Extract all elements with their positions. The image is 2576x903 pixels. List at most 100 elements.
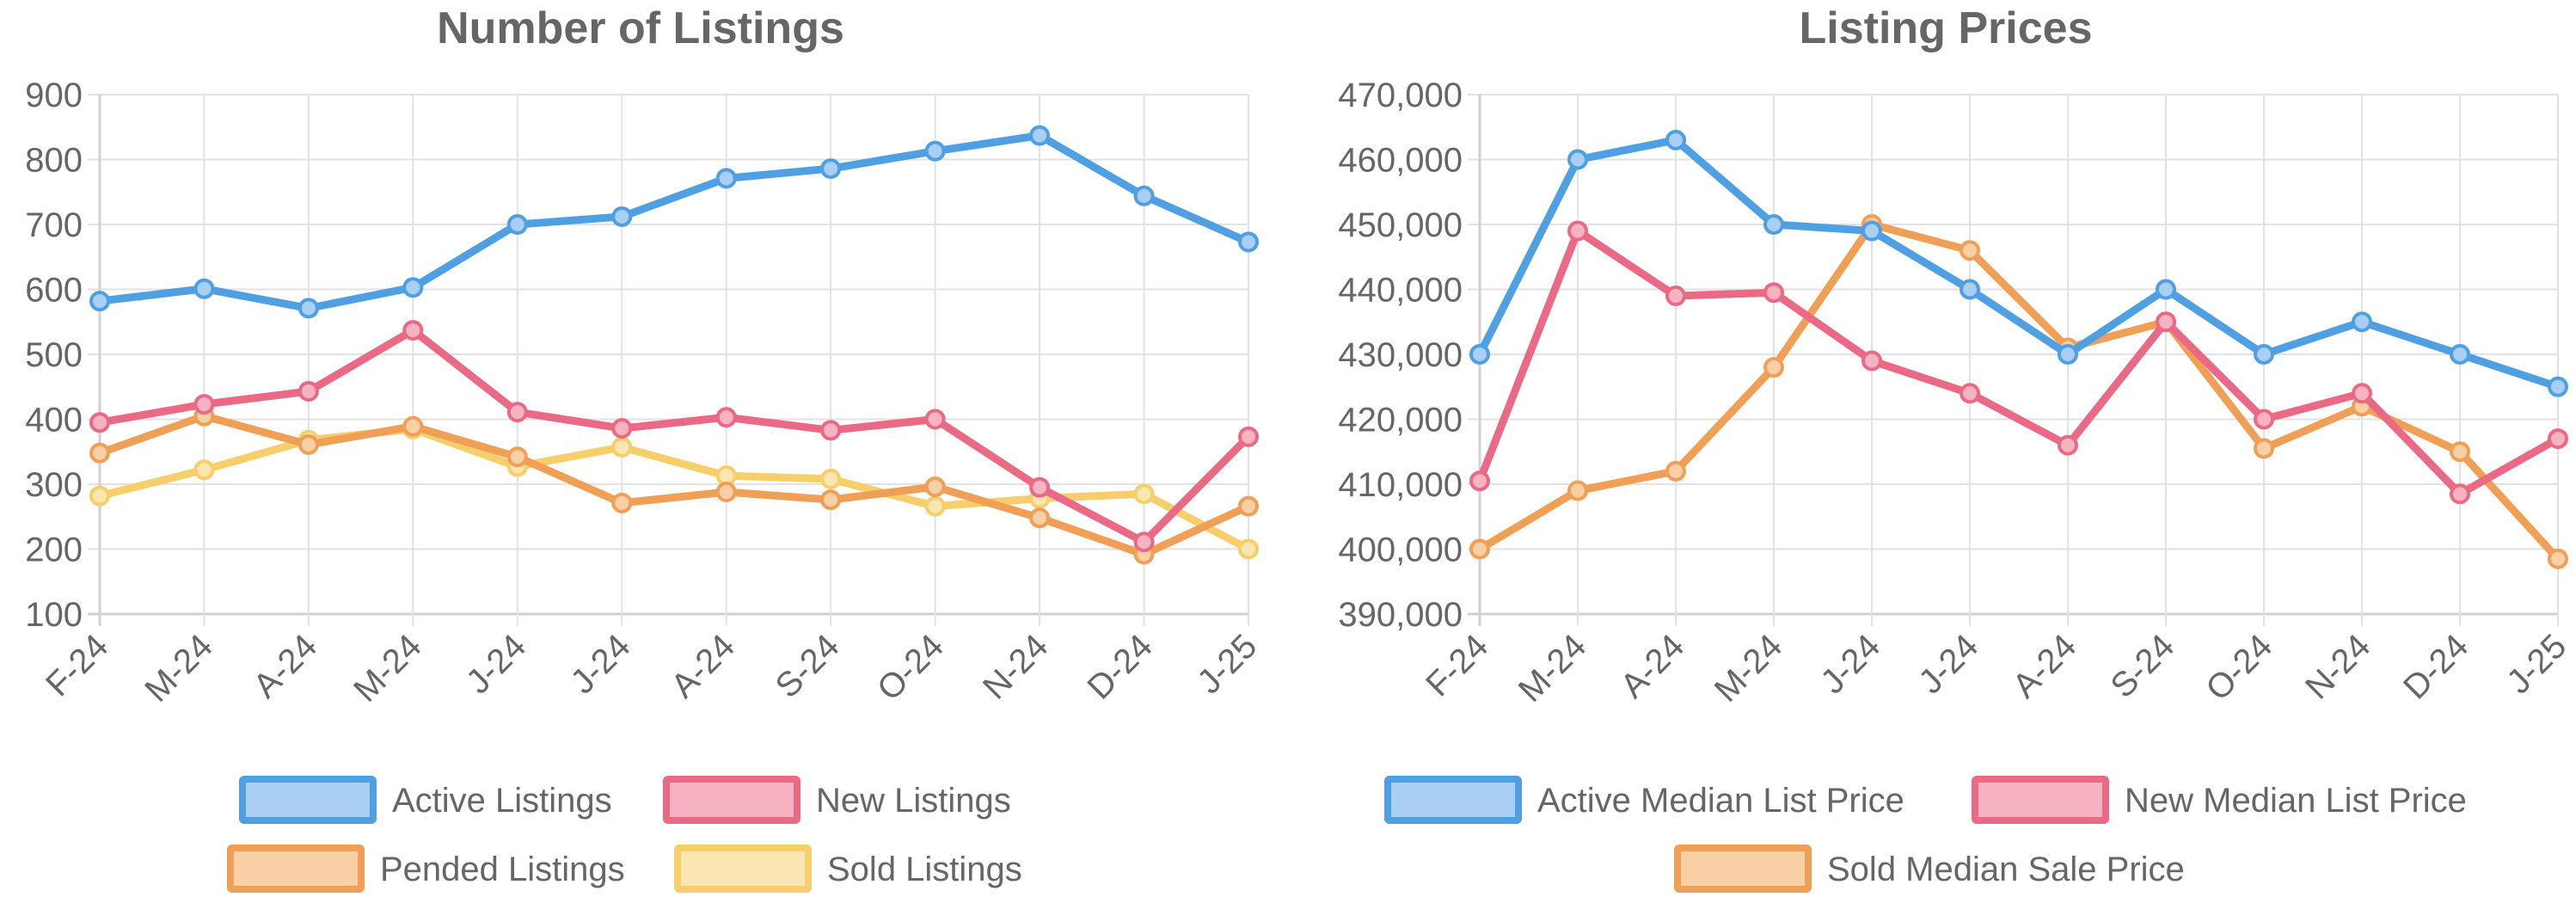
- data-point[interactable]: [297, 381, 319, 402]
- data-point[interactable]: [1763, 282, 1784, 304]
- legend-item[interactable]: Pended Listings: [227, 845, 625, 893]
- data-point[interactable]: [611, 436, 633, 458]
- data-point[interactable]: [89, 442, 110, 464]
- data-point[interactable]: [2450, 344, 2470, 365]
- data-point[interactable]: [1960, 383, 1980, 404]
- data-point[interactable]: [820, 489, 842, 511]
- data-point[interactable]: [924, 140, 946, 162]
- data-point[interactable]: [1238, 495, 1259, 517]
- data-point[interactable]: [2254, 408, 2274, 430]
- data-point[interactable]: [1861, 350, 1882, 372]
- data-point[interactable]: [1029, 125, 1051, 146]
- data-point[interactable]: [1763, 214, 1784, 235]
- data-point[interactable]: [1665, 460, 1686, 482]
- data-point[interactable]: [506, 214, 528, 235]
- data-point[interactable]: [2156, 311, 2176, 333]
- x-tick-label: J-24: [1911, 627, 1985, 701]
- data-point[interactable]: [402, 320, 424, 341]
- data-point[interactable]: [1133, 185, 1155, 206]
- data-point[interactable]: [715, 168, 737, 189]
- data-point[interactable]: [1665, 286, 1686, 307]
- data-point[interactable]: [2548, 548, 2568, 569]
- data-point[interactable]: [1861, 220, 1882, 242]
- data-point[interactable]: [193, 394, 215, 415]
- data-point[interactable]: [715, 482, 737, 503]
- data-point[interactable]: [1469, 470, 1490, 492]
- data-point[interactable]: [1029, 507, 1051, 529]
- data-point[interactable]: [2548, 428, 2568, 450]
- data-point[interactable]: [2058, 344, 2078, 365]
- data-point[interactable]: [820, 158, 842, 180]
- data-point[interactable]: [2352, 383, 2372, 404]
- data-point[interactable]: [2058, 434, 2078, 456]
- data-point[interactable]: [297, 433, 319, 455]
- x-tick-label: O-24: [2199, 627, 2279, 708]
- data-point[interactable]: [1029, 476, 1051, 498]
- data-point[interactable]: [611, 418, 633, 439]
- data-point[interactable]: [1960, 279, 1980, 300]
- x-tick-label: A-24: [664, 627, 742, 705]
- legend: Active Listings New Listings Pended Listin…: [227, 776, 1022, 893]
- x-tick-label: D-24: [2396, 627, 2475, 706]
- x-tick-label: S-24: [2104, 627, 2182, 705]
- series-0: [1469, 129, 2568, 397]
- legend-item[interactable]: Active Listings: [239, 776, 612, 824]
- legend-item[interactable]: Sold Median Sale Price: [1674, 845, 2185, 893]
- data-point[interactable]: [924, 495, 946, 517]
- data-point[interactable]: [1238, 538, 1259, 560]
- legend-label: New Median List Price: [2125, 782, 2467, 820]
- data-point[interactable]: [611, 492, 633, 513]
- data-point[interactable]: [820, 468, 842, 489]
- data-point[interactable]: [1469, 344, 1490, 365]
- listing-prices-chart: Listing Prices 390,000 400,000 410,000 420,…: [1338, 3, 2573, 893]
- x-tick-label: J-24: [1813, 627, 1887, 701]
- data-point[interactable]: [89, 291, 110, 312]
- data-point[interactable]: [2254, 344, 2274, 365]
- data-point[interactable]: [2548, 376, 2568, 397]
- data-point[interactable]: [1665, 129, 1686, 150]
- data-point[interactable]: [89, 485, 110, 507]
- data-point[interactable]: [506, 402, 528, 423]
- y-tick-label: 400,000: [1338, 531, 1463, 569]
- data-point[interactable]: [2450, 441, 2470, 463]
- x-tick-label: N-24: [976, 627, 1055, 706]
- data-point[interactable]: [1567, 149, 1588, 170]
- x-tick-label: M-24: [138, 627, 220, 710]
- data-point[interactable]: [611, 206, 633, 227]
- data-point[interactable]: [1469, 538, 1490, 560]
- data-point[interactable]: [2352, 311, 2372, 333]
- data-point[interactable]: [715, 407, 737, 428]
- data-point[interactable]: [1238, 231, 1259, 253]
- data-point[interactable]: [297, 298, 319, 319]
- legend-item[interactable]: New Listings: [663, 776, 1011, 824]
- data-point[interactable]: [1133, 483, 1155, 505]
- legend-label: Sold Listings: [827, 851, 1022, 888]
- legend-item[interactable]: Sold Listings: [674, 845, 1022, 893]
- data-point[interactable]: [193, 459, 215, 481]
- data-point[interactable]: [2254, 438, 2274, 459]
- data-point[interactable]: [1238, 426, 1259, 447]
- data-point[interactable]: [924, 476, 946, 498]
- data-point[interactable]: [1567, 480, 1588, 501]
- legend-item[interactable]: Active Median List Price: [1384, 776, 1904, 824]
- data-point[interactable]: [1763, 357, 1784, 378]
- data-point[interactable]: [89, 412, 110, 433]
- data-point[interactable]: [1567, 220, 1588, 242]
- data-point[interactable]: [193, 278, 215, 299]
- legend-item[interactable]: New Median List Price: [1972, 776, 2467, 824]
- y-tick-label: 410,000: [1338, 466, 1463, 504]
- data-point[interactable]: [1960, 240, 1980, 261]
- data-point[interactable]: [402, 415, 424, 437]
- x-tick-label: O-24: [870, 627, 951, 708]
- x-tick-label: F-24: [1419, 627, 1495, 703]
- data-point[interactable]: [924, 408, 946, 430]
- data-point[interactable]: [1133, 531, 1155, 553]
- chart-title: Number of Listings: [437, 3, 844, 53]
- data-point[interactable]: [506, 446, 528, 468]
- listings-count-chart: Number of Listings 100 200 300 400 500 600 700…: [25, 3, 1264, 893]
- data-point[interactable]: [820, 420, 842, 441]
- data-point[interactable]: [2156, 279, 2176, 300]
- data-point[interactable]: [2450, 483, 2470, 505]
- data-point[interactable]: [402, 277, 424, 298]
- x-tick-label: D-24: [1080, 627, 1159, 706]
